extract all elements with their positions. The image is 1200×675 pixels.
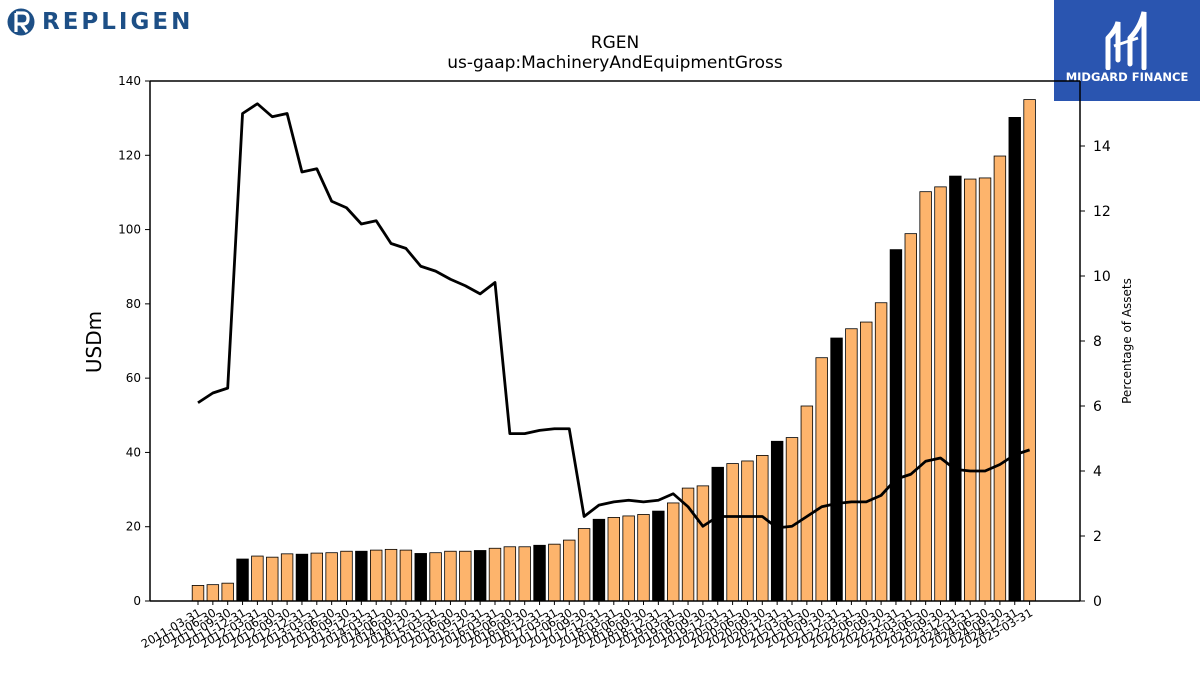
bar [236, 558, 249, 602]
left-axis-ticks: 0 20 40 60 80 100 120 140 [118, 74, 150, 608]
bar [563, 539, 576, 602]
bar [473, 550, 487, 602]
bar [978, 177, 992, 602]
bar [904, 233, 918, 602]
bar [815, 357, 828, 602]
bar [206, 584, 220, 602]
bar [325, 552, 338, 602]
percentage-line [197, 102, 1031, 530]
y2-tick-label: 8 [1093, 334, 1102, 350]
y-tick-label: 60 [126, 371, 141, 385]
bar [964, 178, 977, 602]
bar [340, 550, 353, 602]
bar [696, 485, 710, 602]
bar [592, 518, 606, 602]
y2-tick-label: 14 [1093, 139, 1111, 155]
bar [1008, 117, 1021, 602]
bar [384, 548, 398, 602]
bar [860, 321, 873, 602]
y-tick-label: 140 [118, 74, 141, 88]
bar [444, 550, 457, 602]
bar [622, 515, 635, 602]
chart-subtitle: us-gaap:MachineryAndEquipmentGross [447, 53, 783, 73]
y-axis-label: USDm [82, 311, 106, 373]
right-axis-ticks: 0 2 4 6 8 10 12 14 [1080, 139, 1111, 610]
y-tick-label: 120 [118, 148, 141, 162]
bar [429, 552, 442, 602]
midgard-mark-icon [1105, 11, 1147, 70]
bar [251, 555, 264, 602]
bar-series [191, 99, 1036, 602]
midgard-brand-name: MIDGARD FINANCE [1065, 70, 1189, 84]
bar [369, 549, 383, 602]
y-tick-label: 100 [118, 223, 141, 237]
bar [949, 175, 962, 602]
y-tick-label: 0 [133, 594, 141, 608]
bar [577, 528, 591, 602]
bar [518, 546, 531, 602]
bar [414, 553, 427, 602]
bar [845, 328, 858, 602]
chart-title: RGEN [591, 33, 639, 53]
y2-tick-label: 0 [1093, 594, 1102, 610]
bar [221, 582, 234, 602]
bar [399, 549, 413, 602]
bar [830, 337, 843, 602]
bar [266, 556, 279, 602]
bar [652, 510, 665, 602]
bar [280, 553, 294, 602]
bar [889, 249, 903, 602]
x-axis-ticks: 2011-03-312011-06-302011-09-302011-12-31… [139, 601, 1035, 651]
bar [741, 460, 754, 602]
bar [607, 517, 621, 602]
midgard-finance-logo: MIDGARD FINANCE [1054, 0, 1200, 101]
bar [667, 502, 680, 602]
y2-tick-label: 2 [1093, 529, 1102, 545]
bar [726, 463, 739, 602]
bar [874, 302, 888, 602]
line-series [197, 102, 1031, 530]
bar [533, 544, 546, 602]
repligen-logo-icon [7, 8, 35, 36]
bar [800, 405, 814, 602]
bar [993, 155, 1007, 602]
repligen-logo: REPLIGEN [6, 4, 193, 40]
bar [637, 514, 650, 602]
y-tick-label: 80 [126, 297, 141, 311]
bar [934, 186, 947, 602]
bar [770, 440, 784, 602]
bar [785, 437, 799, 602]
bar [711, 466, 724, 602]
y-tick-label: 20 [126, 520, 141, 534]
bar [191, 585, 205, 602]
y2-axis-label: Percentage of Assets [1120, 278, 1134, 404]
bar [459, 550, 472, 602]
bar [355, 550, 368, 602]
y2-tick-label: 4 [1093, 464, 1102, 480]
bar [919, 191, 932, 602]
bar [548, 543, 561, 602]
y2-tick-label: 10 [1093, 269, 1111, 285]
logo-text: REPLIGEN [42, 9, 194, 35]
bar [1023, 99, 1036, 602]
bar [503, 546, 517, 602]
y2-tick-label: 6 [1093, 399, 1102, 415]
y2-tick-label: 12 [1093, 204, 1111, 220]
bar [295, 553, 309, 602]
bar [756, 454, 769, 602]
bar [488, 547, 502, 602]
y-tick-label: 40 [126, 445, 141, 459]
bar [310, 552, 324, 602]
axes [149, 80, 1081, 602]
